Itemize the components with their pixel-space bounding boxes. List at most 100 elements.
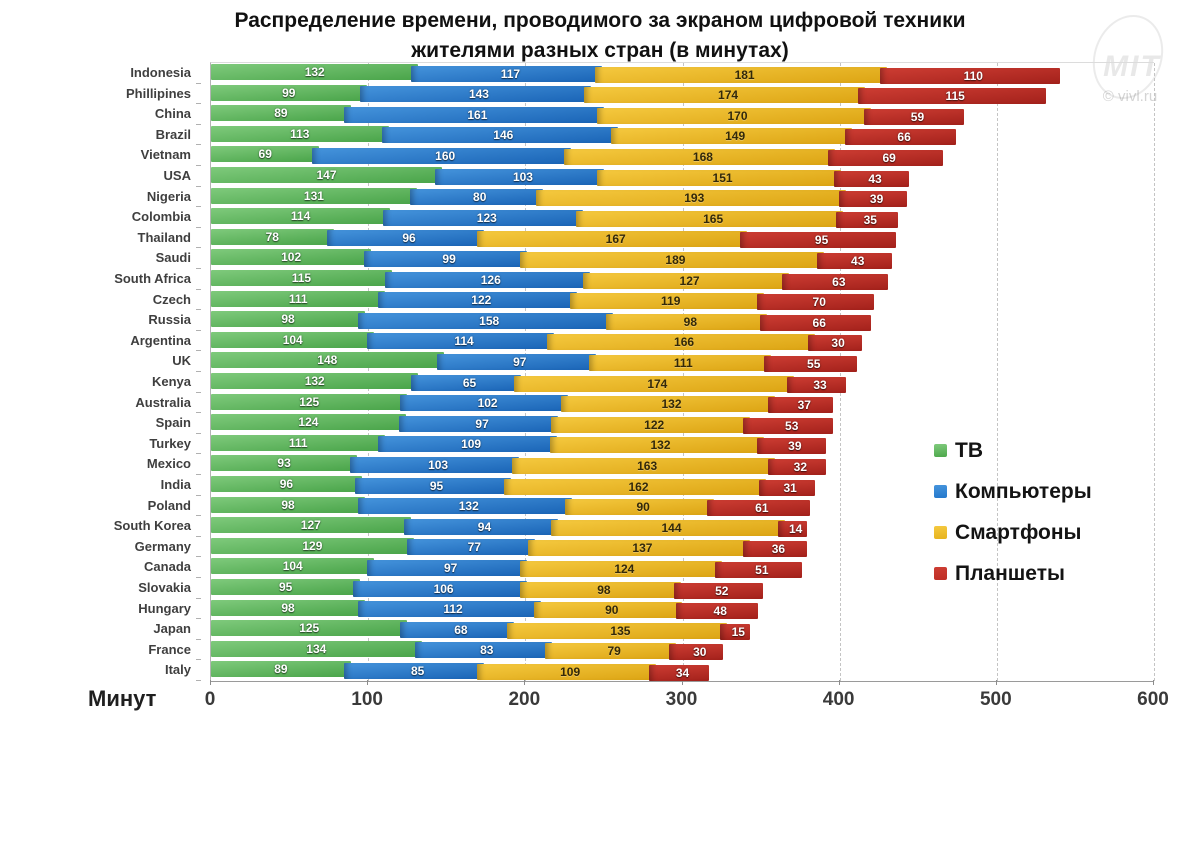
bar-segment-Компьютеры xyxy=(403,518,559,535)
row-tick xyxy=(196,226,201,228)
bar-value-label: 99 xyxy=(442,251,456,266)
bar-value-label: 117 xyxy=(500,66,521,81)
row-tick xyxy=(196,680,201,681)
row-tick xyxy=(196,103,201,105)
legend-swatch-Планшеты xyxy=(934,567,947,580)
row-tick xyxy=(196,535,201,537)
bar-value-label: 124 xyxy=(298,415,319,430)
bar-value-label: 147 xyxy=(316,168,337,182)
country-label: Spain xyxy=(155,415,191,431)
x-tick-mark-0 xyxy=(210,680,211,685)
bar-value-label: 59 xyxy=(910,109,925,124)
legend-item-Компьютеры: Компьютеры xyxy=(934,477,1092,506)
bar-segment-Смартфоны xyxy=(584,87,865,104)
bar-segment-Смартфоны xyxy=(512,457,776,474)
bar-value-label: 90 xyxy=(636,500,650,515)
x-tick-mark-500 xyxy=(995,680,997,685)
bar-segment-Компьютеры xyxy=(367,559,527,576)
bar-value-label: 181 xyxy=(734,67,755,82)
bar-segment-Компьютеры xyxy=(312,147,571,164)
bar-segment-Смартфоны xyxy=(606,313,768,330)
gridline-500 xyxy=(996,63,998,681)
bar-value-label: 134 xyxy=(306,641,327,656)
bar-segment-ТВ xyxy=(211,352,444,369)
bar-segment-Компьютеры xyxy=(436,353,597,370)
bar-value-label: 102 xyxy=(477,396,498,411)
bar-segment-Планшеты xyxy=(787,376,846,393)
bar-value-label: 98 xyxy=(281,600,295,615)
bar-segment-Планшеты xyxy=(743,541,807,558)
bar-value-label: 30 xyxy=(831,336,845,351)
bar-value-label: 37 xyxy=(797,398,811,413)
bar-segment-Планшеты xyxy=(782,273,889,290)
row-tick xyxy=(196,165,201,166)
country-label: Kenya xyxy=(151,374,191,389)
country-label: Italy xyxy=(164,662,191,678)
bar-segment-ТВ xyxy=(211,393,408,410)
country-label: Saudi xyxy=(155,250,191,266)
bar-value-label: 96 xyxy=(279,477,294,491)
bar-segment-ТВ xyxy=(211,331,375,348)
row-tick xyxy=(196,123,201,125)
bar-segment-Смартфоны xyxy=(551,416,751,433)
bar-value-label: 95 xyxy=(429,478,444,493)
bar-value-label: 97 xyxy=(443,560,458,575)
bar-value-label: 124 xyxy=(614,561,635,576)
bar-value-label: 36 xyxy=(771,542,786,557)
bar-segment-Планшеты xyxy=(673,582,763,599)
bar-segment-Компьютеры xyxy=(400,621,515,638)
bar-segment-Планшеты xyxy=(768,458,826,475)
bar-segment-Планшеты xyxy=(739,232,897,249)
bar-segment-Компьютеры xyxy=(358,601,542,618)
country-label: Hungary xyxy=(138,600,191,616)
bar-segment-Планшеты xyxy=(743,417,834,434)
country-label: Nigeria xyxy=(146,188,191,204)
bar-segment-Смартфоны xyxy=(519,251,824,268)
bar-segment-Планшеты xyxy=(714,561,802,578)
country-label: Mexico xyxy=(146,456,191,472)
bar-segment-Смартфоны xyxy=(519,560,722,577)
bar-segment-Планшеты xyxy=(838,191,908,208)
bar-segment-Смартфоны xyxy=(519,581,681,598)
bar-segment-Смартфоны xyxy=(560,396,776,413)
bar-segment-ТВ xyxy=(211,84,367,101)
gridline-300 xyxy=(682,63,684,681)
bar-segment-Компьютеры xyxy=(381,127,619,144)
bar-segment-Планшеты xyxy=(757,438,826,455)
bar-segment-Планшеты xyxy=(879,67,1060,84)
country-label: Vietnam xyxy=(140,147,191,163)
x-tick-label-300: 300 xyxy=(665,689,698,710)
bar-value-label: 31 xyxy=(783,480,797,495)
country-label: Russia xyxy=(148,312,191,328)
bar-value-label: 94 xyxy=(477,519,492,534)
bar-value-label: 119 xyxy=(661,294,681,309)
bar-value-label: 149 xyxy=(725,129,746,144)
y-axis-labels: Indonesia Phillipines China Brazil Vietnam US… xyxy=(0,62,201,681)
row-tick xyxy=(196,206,201,208)
bar-value-label: 85 xyxy=(410,663,425,678)
bar-value-label: 163 xyxy=(637,458,658,473)
country-label: South Africa xyxy=(114,271,191,286)
bar-value-label: 109 xyxy=(461,437,482,452)
bar-value-label: 89 xyxy=(274,662,288,677)
bar-segment-Планшеты xyxy=(719,623,751,640)
bar-segment-Компьютеры xyxy=(383,209,584,226)
bar-value-label: 32 xyxy=(793,459,808,474)
bar-segment-ТВ xyxy=(211,64,419,80)
gridline-400 xyxy=(839,63,841,681)
bar-value-label: 174 xyxy=(718,88,739,103)
bar-value-label: 168 xyxy=(692,149,713,164)
bar-segment-Планшеты xyxy=(835,211,898,228)
country-label: Japan xyxy=(153,621,191,637)
bar-value-label: 53 xyxy=(785,418,799,433)
bar-value-label: 68 xyxy=(454,622,468,637)
bar-segment-Компьютеры xyxy=(411,65,603,82)
row-tick xyxy=(196,474,201,475)
row-tick xyxy=(196,371,201,372)
bar-value-label: 148 xyxy=(317,353,338,368)
bar-segment-Смартфоны xyxy=(582,272,790,289)
bar-segment-ТВ xyxy=(211,167,443,183)
bar-value-label: 114 xyxy=(290,209,311,224)
bar-segment-Планшеты xyxy=(827,149,944,166)
bar-segment-Смартфоны xyxy=(477,231,747,248)
